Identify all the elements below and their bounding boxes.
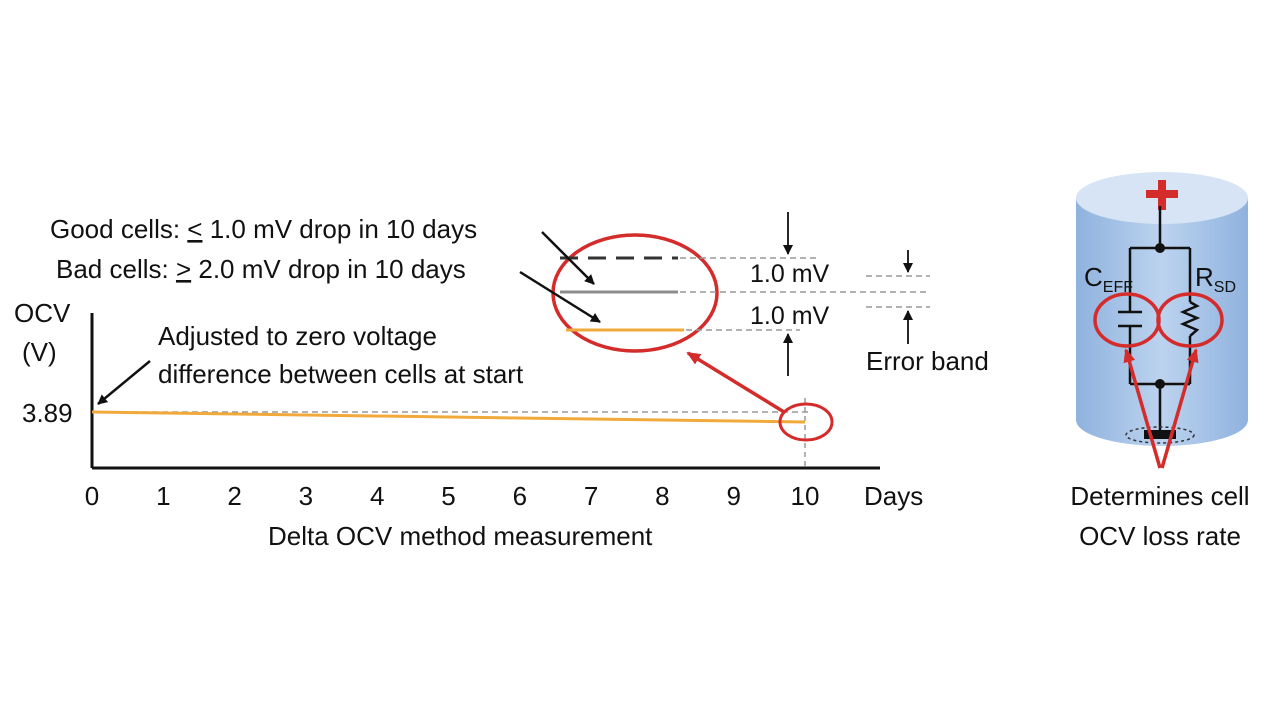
bad-cells-prefix: Bad cells:	[56, 254, 176, 284]
bottom-terminal-ring	[1125, 426, 1195, 444]
data-series	[91, 410, 806, 424]
bad-cells-label: Bad cells: > 2.0 mV drop in 10 days	[56, 254, 466, 284]
series-line-0	[91, 410, 806, 424]
x-tick-label: 10	[791, 481, 820, 511]
bad-cells-rest: 2.0 mV drop in 10 days	[191, 254, 466, 284]
capacitor-pointer-arrow	[1123, 348, 1162, 469]
x-tick-label: 8	[655, 481, 669, 511]
capacitor-icon	[1118, 310, 1142, 328]
x-tick-label: 9	[726, 481, 740, 511]
cell-diagram: CEFF RSD Determines cell OCV loss rate	[1070, 172, 1250, 551]
capacitor-label-sub: EFF	[1103, 279, 1133, 296]
chart-caption: Delta OCV method measurement	[268, 521, 653, 551]
good-cells-label: Good cells: < 1.0 mV drop in 10 days	[50, 214, 477, 244]
x-tick-label: 7	[584, 481, 598, 511]
cell-caption-line1: Determines cell	[1070, 481, 1249, 511]
start-annotation-arrow	[97, 360, 151, 405]
x-tick-label: 0	[85, 481, 99, 511]
y-axis-label-line2: (V)	[22, 337, 57, 367]
start-annotation-line1: Adjusted to zero voltage	[158, 321, 437, 351]
x-tick-label: 4	[370, 481, 384, 511]
error-band-label: Error band	[866, 346, 989, 376]
y-tick-label: 3.89	[22, 398, 73, 428]
ocv-chart: OCV (V) 3.89 0 1 2 3 4 5 6 7 8 9 10 Days Delta OCV…	[14, 298, 923, 551]
zoom-link-arrow	[686, 351, 785, 414]
day10-highlight-circle	[778, 402, 834, 442]
top-node-dot	[1155, 243, 1165, 253]
good-cells-arrow	[541, 231, 595, 285]
resistor-pointer-arrow	[1160, 348, 1199, 469]
resistor-highlight-circle	[1156, 292, 1224, 348]
start-annotation-line2: difference between cells at start	[158, 359, 524, 389]
x-tick-label: 5	[441, 481, 455, 511]
positive-terminal-icon	[1146, 180, 1178, 210]
cell-caption-line2: OCV loss rate	[1079, 521, 1241, 551]
good-cells-symbol: <	[187, 214, 202, 244]
good-cells-prefix: Good cells:	[50, 214, 187, 244]
resistor-label-main: R	[1195, 262, 1214, 292]
resistor-icon	[1179, 300, 1201, 337]
lower-delta-label: 1.0 mV	[750, 302, 830, 330]
x-tick-label: 2	[227, 481, 241, 511]
cylinder-body	[1076, 198, 1248, 446]
x-tick-labels: 0 1 2 3 4 5 6 7 8 9 10	[85, 481, 820, 511]
bad-cells-arrow	[519, 270, 601, 324]
good-cells-rest: 1.0 mV drop in 10 days	[202, 214, 477, 244]
resistor-label: RSD	[1195, 262, 1236, 296]
upper-delta-label: 1.0 mV	[750, 260, 830, 288]
zoom-detail: 1.0 mV 1.0 mV Error band Good cells: < 1…	[50, 212, 989, 376]
capacitor-label-main: C	[1084, 262, 1103, 292]
x-axis-unit: Days	[864, 481, 923, 511]
negative-terminal-icon	[1144, 430, 1176, 439]
x-tick-label: 6	[513, 481, 527, 511]
resistor-label-sub: SD	[1214, 279, 1236, 296]
capacitor-label: CEFF	[1084, 262, 1133, 296]
bad-cells-symbol: >	[176, 254, 191, 284]
y-axis-label-line1: OCV	[14, 298, 71, 328]
x-tick-label: 1	[156, 481, 170, 511]
x-tick-label: 3	[299, 481, 313, 511]
bottom-node-dot	[1155, 379, 1165, 389]
